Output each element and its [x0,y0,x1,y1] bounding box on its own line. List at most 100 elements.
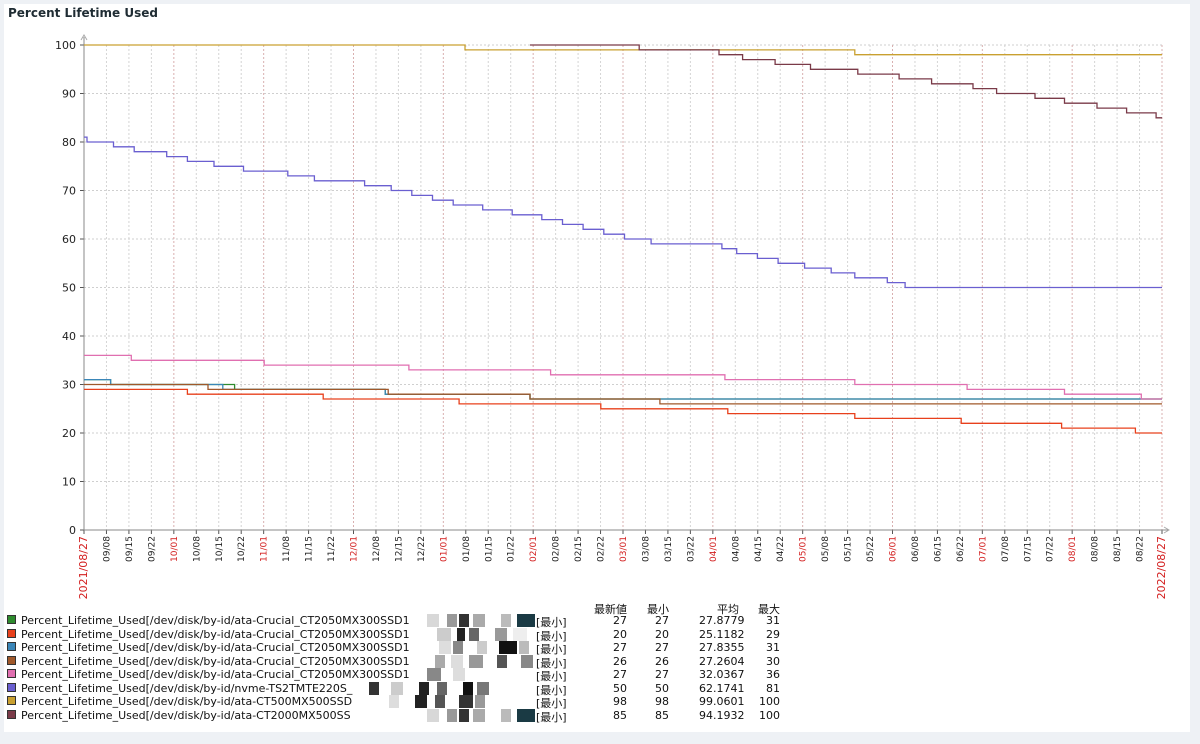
redaction-block [513,627,527,641]
y-tick-label: 10 [62,476,76,489]
x-tick-label: 06/08 [911,536,921,562]
series-line-5 [84,354,1162,400]
legend-min-value: 27 [655,668,669,681]
x-tick-label: 10/15 [215,536,225,562]
legend-row[interactable]: Percent_Lifetime_Used[/dev/disk/by-id/at… [7,641,797,656]
legend-avg-value: 94.1932 [699,708,745,722]
redaction-block [473,614,485,627]
legend-func: [最小] [536,629,567,643]
x-tick-label: 07/22 [1046,536,1056,562]
graph-panel [4,4,1190,732]
redaction-block [419,681,429,695]
x-tick-label: 01/22 [507,536,517,562]
x-tick-label: 08/15 [1113,536,1123,562]
x-tick-label: 08/08 [1091,536,1101,562]
legend-max-value: 100 [759,708,780,722]
redaction-block [427,708,439,722]
y-tick-label: 0 [69,524,76,537]
legend-swatch [7,669,16,678]
legend-row[interactable]: Percent_Lifetime_Used[/dev/disk/by-id/at… [7,654,797,670]
y-tick-label: 20 [62,427,76,440]
legend-last-value: 26 [613,654,627,668]
x-tick-label: 07/01 [978,536,988,562]
x-tick-label: 07/08 [1001,536,1011,562]
legend-swatch [7,655,16,665]
redaction-block [519,641,529,654]
legend-avg-value: 32.0367 [699,668,745,681]
redaction-block [495,627,507,641]
x-tick-label: 04/22 [776,536,786,562]
x-tick-label: 04/01 [709,536,719,562]
legend-row[interactable]: Percent_Lifetime_Used[/dev/disk/by-id/at… [7,627,797,643]
x-tick-label: 02/15 [574,536,584,562]
legend-func: [最小] [536,683,567,697]
x-tick-label: 12/15 [394,536,404,562]
legend-series-label: Percent_Lifetime_Used[/dev/disk/by-id/at… [21,668,410,681]
x-tick-label: 11/08 [282,536,292,562]
legend-header-last: 最新値 [594,603,627,616]
legend-header-max: 最大 [758,603,780,616]
x-tick-label: 09/08 [102,536,112,562]
redaction-block [477,681,489,695]
legend-row[interactable]: Percent_Lifetime_Used[/dev/disk/by-id/nv… [7,681,797,697]
redaction-block [501,708,511,722]
x-tick-label: 10/01 [170,536,180,562]
redaction-block [501,614,511,627]
legend-max-value: 81 [766,681,780,695]
redaction-block [453,668,465,681]
legend-avg-value: 25.1182 [699,627,745,641]
legend-last-value: 27 [613,668,627,681]
redaction-block [469,654,483,668]
redaction-block [477,641,487,654]
legend-row[interactable]: Percent_Lifetime_Used[/dev/disk/by-id/at… [7,695,797,710]
x-tick-label: 08/22 [1136,536,1146,562]
x-tick-label: 04/15 [754,536,764,562]
x-tick-label: 12/01 [350,536,360,562]
y-tick-label: 80 [62,136,76,149]
x-tick-label: 10/22 [237,536,247,562]
legend-series-label: Percent_Lifetime_Used[/dev/disk/by-id/at… [21,641,410,654]
x-tick-label: 11/15 [305,536,315,562]
y-tick-label: 40 [62,330,76,343]
legend-row[interactable]: Percent_Lifetime_Used[/dev/disk/by-id/at… [7,708,797,724]
legend-series-label: Percent_Lifetime_Used[/dev/disk/by-id/at… [21,708,351,722]
legend-avg-value: 27.8779 [699,614,745,627]
legend-min-value: 85 [655,708,669,722]
legend-last-value: 85 [613,708,627,722]
legend-avg-value: 62.1741 [699,681,745,695]
legend-series-label: Percent_Lifetime_Used[/dev/disk/by-id/nv… [21,681,353,695]
redaction-block [469,627,479,641]
x-tick-label: 2021/08/27 [77,536,90,599]
x-tick-label: 05/01 [799,536,809,562]
legend-series-label: Percent_Lifetime_Used[/dev/disk/by-id/at… [21,654,410,668]
legend-last-value: 50 [613,681,627,695]
y-tick-label: 50 [62,282,76,295]
x-tick-label: 06/15 [933,536,943,562]
redaction-block [459,614,469,627]
legend-func: [最小] [536,697,567,710]
redaction-block [457,627,465,641]
legend-max-value: 100 [759,695,780,708]
x-tick-label: 11/01 [260,536,270,562]
redaction-block [459,708,469,722]
y-tick-label: 100 [55,39,76,52]
legend-min-value: 27 [655,614,669,627]
x-tick-label: 12/08 [372,536,382,562]
legend-row[interactable]: Percent_Lifetime_Used[/dev/disk/by-id/at… [7,614,797,629]
y-tick-label: 60 [62,233,76,246]
redaction-block [415,695,427,708]
x-tick-label: 02/01 [529,536,539,562]
redaction-block [517,708,535,722]
x-axis-arrow [1163,526,1170,534]
line-chart: 0 10 20 30 40 50 60 70 80 90 100 2021/08/27 09/08 09/… [55,34,1170,599]
legend-last-value: 98 [613,695,627,708]
legend-row[interactable]: Percent_Lifetime_Used[/dev/disk/by-id/at… [7,668,797,683]
x-tick-label: 02/08 [552,536,562,562]
legend-max-value: 30 [766,654,780,668]
series-line-2 [84,388,1162,434]
x-tick-label: 09/22 [147,536,157,562]
redaction-block [437,681,447,695]
x-tick-label: 10/08 [192,536,202,562]
redaction-block [391,681,403,695]
legend-swatch [7,709,16,719]
